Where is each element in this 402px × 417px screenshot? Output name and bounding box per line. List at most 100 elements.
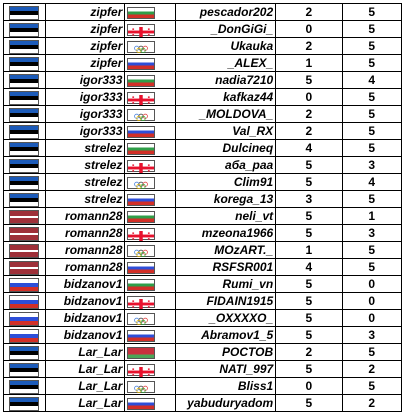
player1-name: igor333 xyxy=(44,71,126,89)
estonia-flag xyxy=(3,360,46,378)
player2-name: POCTOB xyxy=(174,343,277,361)
player1-score: 2 xyxy=(275,105,343,123)
player1-score: 2 xyxy=(275,37,343,55)
player2-score: 5 xyxy=(341,54,402,72)
player2-score: 4 xyxy=(341,173,402,191)
player1-score: 5 xyxy=(275,292,343,310)
player2-score: 3 xyxy=(341,326,402,344)
player2-score: 5 xyxy=(341,122,402,140)
player1-name: bidzanov1 xyxy=(44,326,126,344)
player1-score: 5 xyxy=(275,326,343,344)
player2-name: _OXXXXO_ xyxy=(174,309,277,327)
player1-name: romann28 xyxy=(44,224,126,242)
player1-name: igor333 xyxy=(44,88,126,106)
table-row: zipfer Ukauka 2 5 xyxy=(3,37,402,55)
player2-score: 0 xyxy=(341,292,402,310)
russia-flag xyxy=(124,122,176,140)
player2-score: 5 xyxy=(341,139,402,157)
player1-name: strelez xyxy=(44,173,126,191)
bulgaria-flag xyxy=(124,3,176,21)
player1-score: 5 xyxy=(275,360,343,378)
estonia-flag xyxy=(3,343,46,361)
player2-name: Val_RX xyxy=(174,122,277,140)
estonia-flag xyxy=(3,71,46,89)
estonia-flag xyxy=(3,88,46,106)
player1-name: romann28 xyxy=(44,258,126,276)
player1-name: bidzanov1 xyxy=(44,292,126,310)
georgia-flag xyxy=(124,156,176,174)
player1-name: strelez xyxy=(44,139,126,157)
player2-score: 5 xyxy=(341,190,402,208)
player2-score: 2 xyxy=(341,394,402,412)
player2-name: aба_paa xyxy=(174,156,277,174)
player2-name: nadia7210 xyxy=(174,71,277,89)
estonia-flag xyxy=(3,105,46,123)
results-table: zipfer pescador202 2 5 zipfer _DonGiGi_ 0 5 zipf… xyxy=(3,3,402,412)
player1-score: 5 xyxy=(275,173,343,191)
player1-score: 4 xyxy=(275,139,343,157)
player2-score: 5 xyxy=(341,105,402,123)
table-row: bidzanov1 Abramov1_5 5 3 xyxy=(3,326,402,344)
player2-score: 5 xyxy=(341,20,402,38)
estonia-flag xyxy=(3,190,46,208)
player2-name: FIDAIN1915 xyxy=(174,292,277,310)
player2-score: 5 xyxy=(341,258,402,276)
player1-score: 5 xyxy=(275,394,343,412)
player1-name: bidzanov1 xyxy=(44,309,126,327)
table-row: igor333 nadia7210 5 4 xyxy=(3,71,402,89)
player1-name: romann28 xyxy=(44,207,126,225)
player1-score: 1 xyxy=(275,54,343,72)
player1-name: igor333 xyxy=(44,122,126,140)
player1-name: bidzanov1 xyxy=(44,275,126,293)
player2-score: 1 xyxy=(341,207,402,225)
estonia-flag xyxy=(3,394,46,412)
olympic-flag xyxy=(124,173,176,191)
player2-name: pescador202 xyxy=(174,3,277,21)
player2-name: Bliss1 xyxy=(174,377,277,395)
table-row: romann28 RSFSR001 4 5 xyxy=(3,258,402,276)
player2-name: _ALEX_ xyxy=(174,54,277,72)
russia-flag xyxy=(124,54,176,72)
player1-score: 5 xyxy=(275,207,343,225)
latvia-flag xyxy=(3,241,46,259)
latvia-flag xyxy=(3,258,46,276)
player1-score: 3 xyxy=(275,190,343,208)
player2-name: neli_vt xyxy=(174,207,277,225)
player1-name: zipfer xyxy=(44,20,126,38)
georgia-flag xyxy=(124,88,176,106)
results-body: zipfer pescador202 2 5 zipfer _DonGiGi_ 0 5 zipf… xyxy=(3,3,402,412)
player1-name: zipfer xyxy=(44,37,126,55)
player2-score: 5 xyxy=(341,88,402,106)
player2-name: Ukauka xyxy=(174,37,277,55)
player1-score: 5 xyxy=(275,224,343,242)
russia-flag xyxy=(124,394,176,412)
player2-name: NATI_997 xyxy=(174,360,277,378)
player1-score: 2 xyxy=(275,343,343,361)
player1-score: 0 xyxy=(275,88,343,106)
player2-name: yabuduryadom xyxy=(174,394,277,412)
belarus-flag xyxy=(124,343,176,361)
estonia-flag xyxy=(3,20,46,38)
player2-name: mzeona1966 xyxy=(174,224,277,242)
player1-name: romann28 xyxy=(44,241,126,259)
player2-score: 4 xyxy=(341,71,402,89)
player2-name: MOzART._ xyxy=(174,241,277,259)
georgia-flag xyxy=(124,20,176,38)
table-row: bidzanov1 Rumi_vn 5 0 xyxy=(3,275,402,293)
player1-score: 5 xyxy=(275,309,343,327)
table-row: Lar_Lar NATI_997 5 2 xyxy=(3,360,402,378)
table-row: Lar_Lar yabuduryadom 5 2 xyxy=(3,394,402,412)
player1-name: Lar_Lar xyxy=(44,377,126,395)
table-row: igor333 kafkaz44 0 5 xyxy=(3,88,402,106)
estonia-flag xyxy=(3,122,46,140)
russia-flag xyxy=(3,275,46,293)
estonia-flag xyxy=(3,156,46,174)
player1-score: 0 xyxy=(275,377,343,395)
player2-name: _MOLDOVA_ xyxy=(174,105,277,123)
player2-score: 3 xyxy=(341,224,402,242)
player2-score: 5 xyxy=(341,377,402,395)
georgia-flag xyxy=(124,360,176,378)
table-row: zipfer pescador202 2 5 xyxy=(3,3,402,21)
table-row: zipfer _DonGiGi_ 0 5 xyxy=(3,20,402,38)
player2-name: Abramov1_5 xyxy=(174,326,277,344)
